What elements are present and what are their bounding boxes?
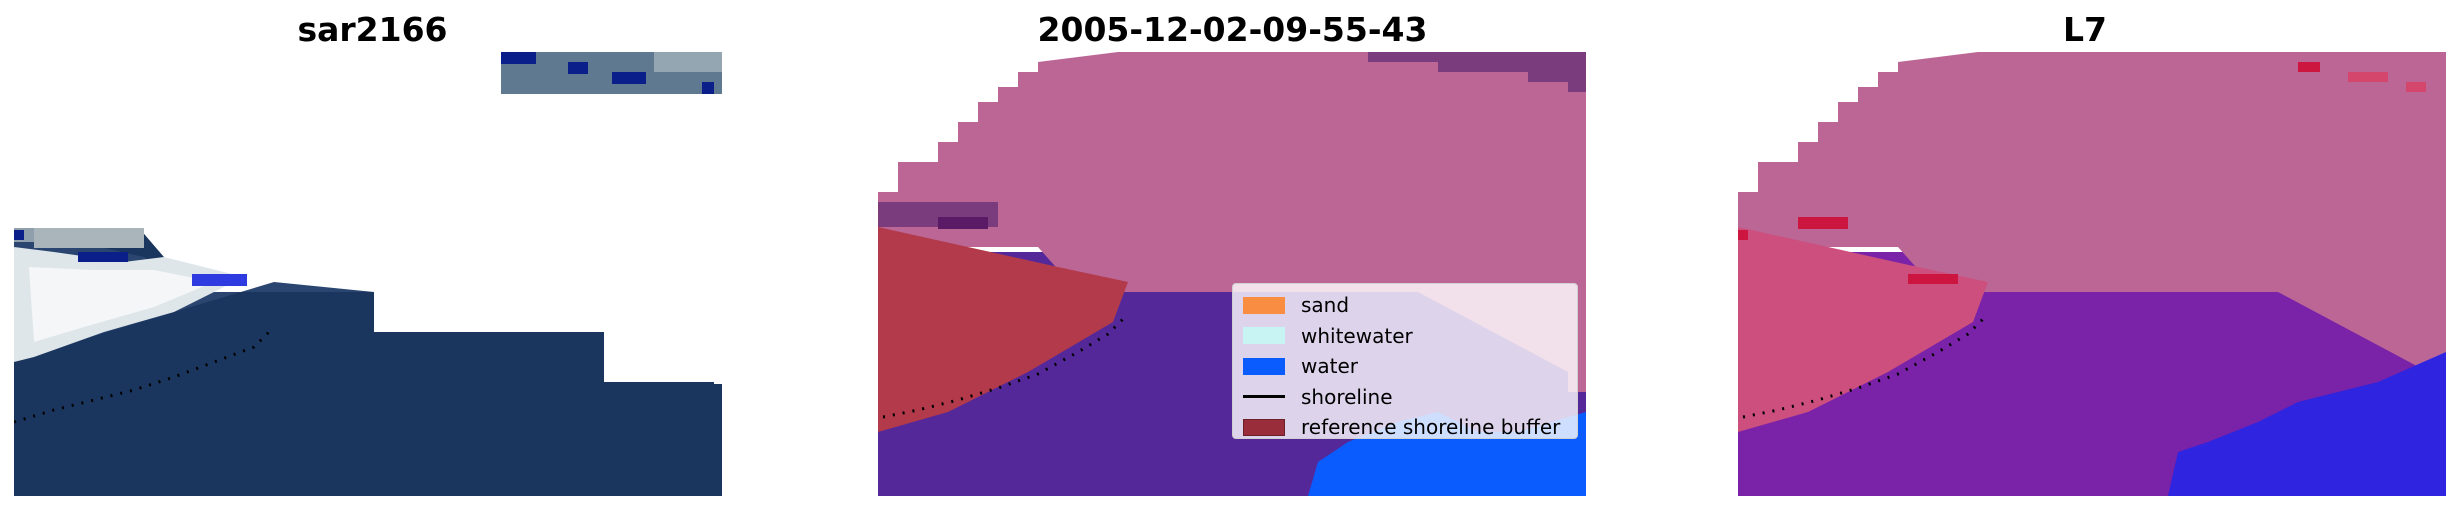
legend-item-whitewater: whitewater xyxy=(1243,321,1567,352)
top-strip-dark xyxy=(501,52,536,64)
legend-label: reference shoreline buffer xyxy=(1301,415,1561,440)
legend-item-water: water xyxy=(1243,351,1567,382)
top-strip-dark xyxy=(702,82,714,94)
class-top-dark xyxy=(1368,52,1586,92)
l7-red-cell xyxy=(1738,230,1748,240)
dark-cell xyxy=(78,252,128,262)
panel-title: 2005-12-02-09-55-43 xyxy=(1037,10,1428,49)
top-strip-light xyxy=(654,52,722,72)
buffer-swatch xyxy=(1243,418,1285,436)
top-strip-dark xyxy=(612,72,646,84)
legend-item-sand: sand xyxy=(1243,290,1567,321)
l7-red-cell xyxy=(2406,82,2426,92)
l7-index-image xyxy=(1738,52,2446,496)
class-dark-cell xyxy=(938,217,988,229)
shoreline-swatch xyxy=(1243,388,1285,405)
l7-red-cell xyxy=(1908,274,1958,284)
l7-red-cell xyxy=(1798,217,1848,229)
blue-cell xyxy=(192,274,247,286)
legend-item-shoreline: shoreline xyxy=(1243,382,1567,413)
cloud-patch xyxy=(34,228,144,248)
panel-title: L7 xyxy=(2063,10,2107,49)
legend-label: whitewater xyxy=(1301,323,1413,348)
class-sand-buffer xyxy=(878,227,1128,432)
legend-label: shoreline xyxy=(1301,384,1393,409)
l7-red-cell xyxy=(2298,62,2320,72)
l7-other xyxy=(1738,52,2446,392)
legend-item-reference-buffer: reference shoreline buffer xyxy=(1243,412,1567,443)
legend: sand whitewater water shoreline referenc… xyxy=(1232,283,1578,439)
panel-title: sar2166 xyxy=(297,10,448,49)
l7-blue xyxy=(2168,352,2446,496)
legend-label: sand xyxy=(1301,293,1350,318)
surf-core xyxy=(29,267,214,342)
class-other xyxy=(878,52,1586,392)
l7-red-cell xyxy=(2348,72,2388,82)
legend-label: water xyxy=(1301,354,1358,379)
water-swatch xyxy=(1243,357,1285,375)
whitewater-swatch xyxy=(1243,327,1285,345)
sand-swatch xyxy=(1243,296,1285,314)
satellite-image-rgb xyxy=(14,52,722,496)
top-strip-dark xyxy=(568,62,588,74)
dark-cell xyxy=(14,230,24,240)
